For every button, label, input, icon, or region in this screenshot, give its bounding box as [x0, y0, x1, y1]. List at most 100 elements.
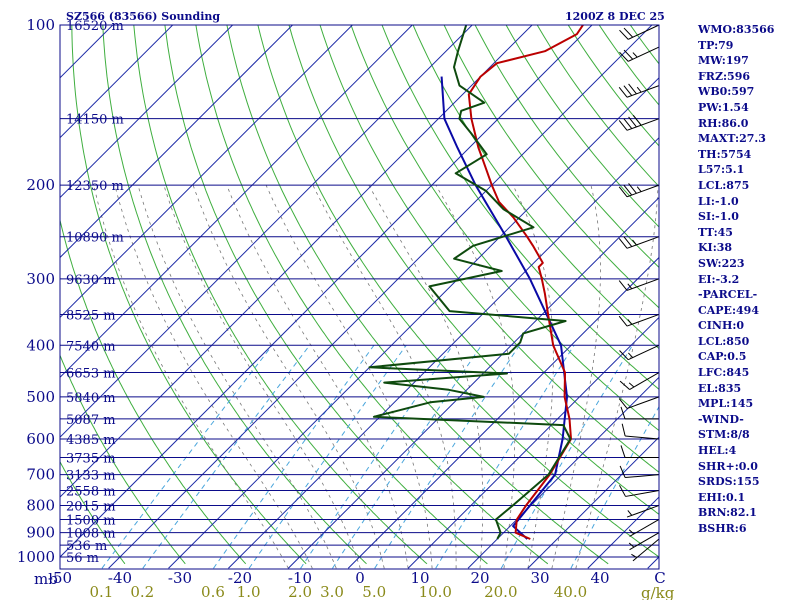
mixing-ratio-line — [570, 405, 659, 569]
dewpoint-trace — [368, 25, 572, 540]
moist-adiabat-line — [163, 184, 361, 569]
wind-barb-full — [628, 183, 637, 194]
wind-barb — [628, 532, 660, 551]
index-item: SI:-1.0 — [698, 210, 739, 224]
wind-barb-staff — [626, 504, 660, 518]
isotherm-line — [0, 13, 65, 568]
wind-barb-half — [631, 553, 638, 559]
index-item: LFC:845 — [698, 366, 750, 380]
height-label: 16520 m — [66, 19, 124, 34]
moist-adiabat-line — [226, 184, 409, 569]
wind-barb-full — [618, 280, 628, 291]
wind-barb-half — [627, 319, 633, 325]
height-label: 10890 m — [66, 231, 124, 246]
height-label: 1008 m — [66, 527, 116, 542]
isotherm-line — [60, 25, 593, 558]
wind-barb-staff — [625, 435, 660, 440]
dry-adiabat-line — [350, 25, 659, 432]
wind-barb-half — [627, 283, 633, 290]
index-item: EL:835 — [698, 381, 742, 395]
index-item: STM:8/8 — [698, 428, 750, 442]
mixing-ratio-line — [435, 345, 575, 569]
wind-barb-half — [628, 352, 634, 358]
pressure-unit-label: mb — [34, 570, 58, 588]
wind-barb-full — [619, 51, 629, 62]
wind-barb — [619, 46, 660, 62]
mixing-ratio-line — [374, 345, 520, 569]
wind-barb-full — [623, 49, 634, 60]
wind-barb-staff — [626, 313, 660, 327]
wind-barb-full — [623, 118, 633, 129]
index-item: LCL:875 — [698, 178, 750, 192]
index-item: EHI:0.1 — [698, 490, 746, 504]
wind-barb-half — [628, 529, 635, 535]
wind-barb — [618, 183, 660, 198]
temperature-tick: -10 — [288, 569, 312, 587]
isobars — [60, 24, 659, 558]
isotherm-line — [60, 25, 533, 498]
dry-adiabat-line — [60, 460, 126, 565]
index-item: TT:45 — [698, 225, 733, 239]
isotherm-line — [60, 25, 473, 438]
wind-barb-staff — [627, 46, 660, 62]
index-item: L57:5.1 — [698, 163, 745, 177]
moist-adiabat-line — [435, 184, 516, 569]
isotherm-line — [347, 256, 659, 569]
dry-adiabat-line — [133, 25, 428, 565]
wind-barb-staff — [627, 24, 660, 40]
height-label: 14150 m — [66, 113, 124, 128]
index-item: EI:-3.2 — [698, 272, 740, 286]
isotherm-line — [60, 25, 234, 199]
wind-barb-staff — [626, 236, 660, 249]
index-item: LI:-1.0 — [698, 194, 739, 208]
wind-barb-full — [628, 116, 637, 128]
wind-barb — [631, 538, 660, 562]
index-item: CAPE:494 — [698, 303, 759, 317]
wind-barb-half — [632, 239, 637, 246]
pressure-label: 200 — [26, 176, 55, 194]
height-label: 536 m — [66, 539, 107, 554]
moist-adiabat-line — [575, 185, 659, 569]
isotherm-line — [108, 25, 653, 569]
isotherms — [0, 13, 659, 569]
mixing-ratio-line — [101, 344, 273, 569]
isotherm-line — [60, 25, 174, 139]
wind-barb — [619, 485, 660, 497]
index-item: CINH:0 — [698, 319, 745, 333]
wind-barb-full — [623, 85, 633, 96]
index-item: KI:38 — [698, 241, 733, 255]
wind-barb-half — [636, 86, 642, 93]
wind-barb — [619, 465, 660, 479]
mixing-ratio-line — [142, 344, 310, 569]
wind-barb — [618, 236, 660, 249]
pressure-label: 900 — [26, 524, 55, 542]
index-item: PW:1.54 — [698, 100, 749, 114]
isotherm-line — [60, 25, 294, 259]
index-item: SRDS:155 — [698, 475, 760, 489]
wind-barb-staff — [629, 519, 660, 537]
index-item: TH:5754 — [698, 147, 752, 161]
wind-barb-full — [621, 423, 626, 437]
wind-barb-half — [628, 542, 635, 548]
wind-barb-staff — [625, 474, 660, 479]
index-item: SHR+:0.0 — [698, 459, 758, 473]
moist-adiabat-line — [93, 185, 289, 569]
pressure-label: 100 — [26, 16, 55, 34]
wind-barb-full — [618, 120, 628, 131]
dry-adiabats — [60, 25, 659, 565]
index-item: LCL:850 — [698, 334, 750, 348]
wind-barb-staff — [625, 490, 660, 497]
mixing-ratio-tick: 2.0 — [288, 583, 312, 600]
temperature-tick: 0 — [355, 569, 365, 587]
wind-barb — [626, 504, 660, 518]
height-label: 56 m — [66, 551, 99, 566]
wind-barb-full — [619, 485, 626, 497]
height-label: 2015 m — [66, 499, 116, 514]
dry-adiabat-line — [412, 25, 659, 350]
wind-barb-full — [619, 350, 629, 361]
index-item: WB0:597 — [698, 85, 755, 99]
moist-adiabat-line — [312, 184, 457, 569]
mixing-ratio-unit-label: g/kg — [641, 584, 675, 600]
